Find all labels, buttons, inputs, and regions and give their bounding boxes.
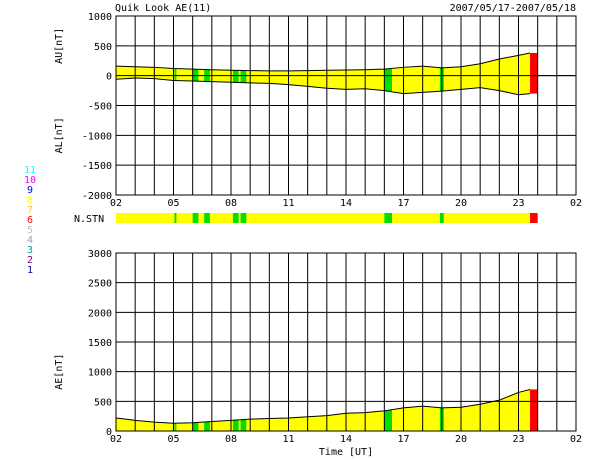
chart-title: Quik Look AE(11) [115, 3, 211, 14]
station-bar-base [116, 213, 530, 223]
y-tick-label: 0 [106, 427, 112, 438]
x-tick-label: 02 [110, 434, 122, 445]
legend-level-11: 11 [24, 165, 36, 176]
legend-level-3: 3 [27, 245, 33, 256]
x-tick-label: 20 [455, 198, 467, 209]
ae-station-band [384, 410, 392, 431]
legend-level-7: 7 [27, 205, 33, 216]
legend-level-9: 9 [27, 185, 33, 196]
au-al-station-band [232, 70, 239, 83]
ae-station-band [530, 389, 538, 431]
x-tick-label: 14 [340, 434, 352, 445]
x-tick-label: 11 [282, 198, 294, 209]
ae-station-band [192, 422, 199, 431]
x-tick-label: 08 [225, 434, 237, 445]
x-tick-label: 02 [570, 434, 582, 445]
ae-station-band [232, 420, 239, 431]
station-segment [439, 213, 444, 223]
legend-level-5: 5 [27, 225, 33, 236]
station-segment [174, 213, 177, 223]
station-segment [530, 213, 538, 223]
x-tick-label: 20 [455, 434, 467, 445]
y-tick-label: -1000 [82, 131, 112, 142]
y-tick-label: -1500 [82, 161, 112, 172]
ae-station-band [240, 419, 247, 431]
x-tick-label: 05 [167, 434, 179, 445]
x-tick-label: 02 [570, 198, 582, 209]
station-segment [384, 213, 392, 223]
x-tick-label: 23 [512, 198, 524, 209]
legend-level-6: 6 [27, 215, 33, 226]
station-segment [116, 213, 175, 223]
legend-level-4: 4 [27, 235, 33, 246]
ae-axis-label: AE[nT] [54, 354, 65, 390]
al-axis-label: AL[nT] [54, 117, 65, 153]
x-tick-label: 17 [397, 198, 409, 209]
au-al-station-band [530, 52, 538, 94]
au-area [116, 52, 530, 76]
legend-level-8: 8 [27, 195, 33, 206]
y-tick-label: -2000 [82, 191, 112, 202]
x-tick-label: 02 [110, 198, 122, 209]
x-tick-label: 14 [340, 198, 352, 209]
station-label: N.STN [74, 214, 104, 225]
x-tick-label: 17 [397, 434, 409, 445]
ae-station-band [174, 423, 177, 431]
legend-level-1: 1 [27, 265, 33, 276]
y-tick-label: -500 [88, 102, 112, 113]
y-tick-label: 2500 [88, 279, 112, 290]
station-count-panel: N.STN [74, 213, 538, 225]
y-tick-label: 1000 [88, 368, 112, 379]
al-area [116, 75, 530, 95]
legend-level-10: 10 [24, 175, 36, 186]
station-segment [240, 213, 247, 223]
x-tick-label: 23 [512, 434, 524, 445]
au-al-station-band [192, 69, 199, 82]
y-tick-label: 500 [94, 42, 112, 53]
y-tick-label: 0 [106, 72, 112, 83]
y-tick-label: 500 [94, 397, 112, 408]
au-al-station-band [240, 70, 247, 83]
au-al-station-band [384, 68, 392, 92]
y-tick-label: 2000 [88, 308, 112, 319]
x-tick-label: 08 [225, 198, 237, 209]
y-tick-label: 1000 [88, 12, 112, 23]
y-tick-label: 1500 [88, 338, 112, 349]
au-al-station-band [174, 68, 177, 81]
au-axis-label: AU[nT] [54, 28, 65, 64]
date-range: 2007/05/17-2007/05/18 [450, 3, 576, 14]
x-tick-label: 05 [167, 198, 179, 209]
x-tick-label: 11 [282, 434, 294, 445]
y-tick-label: 3000 [88, 249, 112, 260]
station-segment [192, 213, 199, 223]
station-segment [232, 213, 239, 223]
ae-station-band [204, 421, 210, 431]
station-segment [204, 213, 210, 223]
ae-area [116, 389, 530, 431]
legend-level-2: 2 [27, 255, 33, 266]
x-axis-label: Time [UT] [319, 447, 373, 458]
